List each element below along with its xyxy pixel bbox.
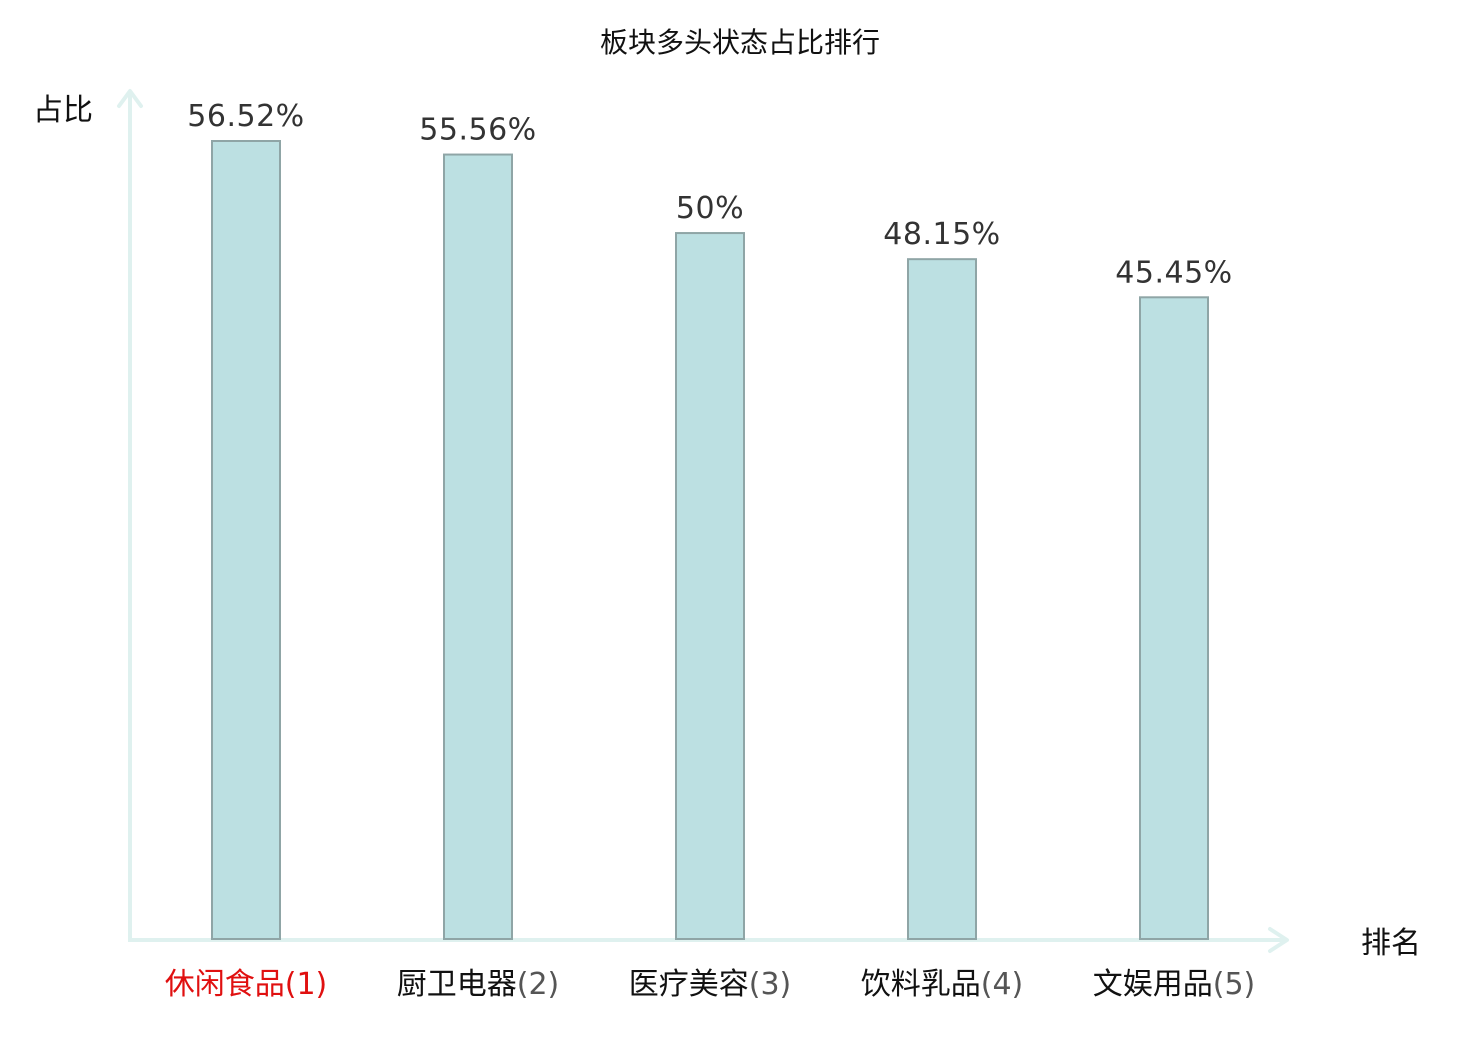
chart-title: 板块多头状态占比排行 (600, 26, 880, 59)
category-tick-label: 厨卫电器(2) (397, 967, 560, 1002)
category-tick-label: 文娱用品(5) (1093, 967, 1256, 1002)
category-name: 厨卫电器 (397, 967, 517, 1002)
bar-value-label: 50% (676, 191, 744, 226)
category-rank: (2) (517, 967, 560, 1002)
category-tick-label: 休闲食品(1) (165, 967, 328, 1002)
category-rank: (1) (285, 967, 328, 1002)
category-name: 饮料乳品 (861, 967, 981, 1002)
bar (443, 153, 513, 940)
bar (907, 258, 977, 940)
category-tick-label: 医疗美容(3) (629, 967, 792, 1002)
category-tick-label: 饮料乳品(4) (861, 967, 1024, 1002)
bar (1139, 296, 1209, 940)
bar (675, 232, 745, 941)
category-rank: (5) (1213, 967, 1256, 1002)
y-axis-arrow-icon (117, 89, 143, 108)
category-name: 医疗美容 (629, 967, 749, 1002)
x-axis-arrow-icon (1268, 927, 1289, 953)
bar-value-label: 56.52% (187, 99, 304, 134)
category-name: 休闲食品 (165, 967, 285, 1002)
x-axis-label: 排名 (1361, 926, 1421, 961)
bar-value-label: 45.45% (1115, 255, 1232, 290)
bar-value-label: 55.56% (419, 113, 536, 148)
y-axis-label: 占比 (33, 93, 93, 128)
category-rank: (4) (981, 967, 1024, 1002)
bars-layer: 56.52% 休闲食品(1) 55.56% 厨卫电器(2) 50% 医疗美容(3) 48.1… (165, 99, 1256, 1002)
bar (211, 140, 281, 940)
category-rank: (3) (749, 967, 792, 1002)
bar-value-label: 48.15% (883, 217, 1000, 252)
category-name: 文娱用品 (1093, 967, 1213, 1002)
